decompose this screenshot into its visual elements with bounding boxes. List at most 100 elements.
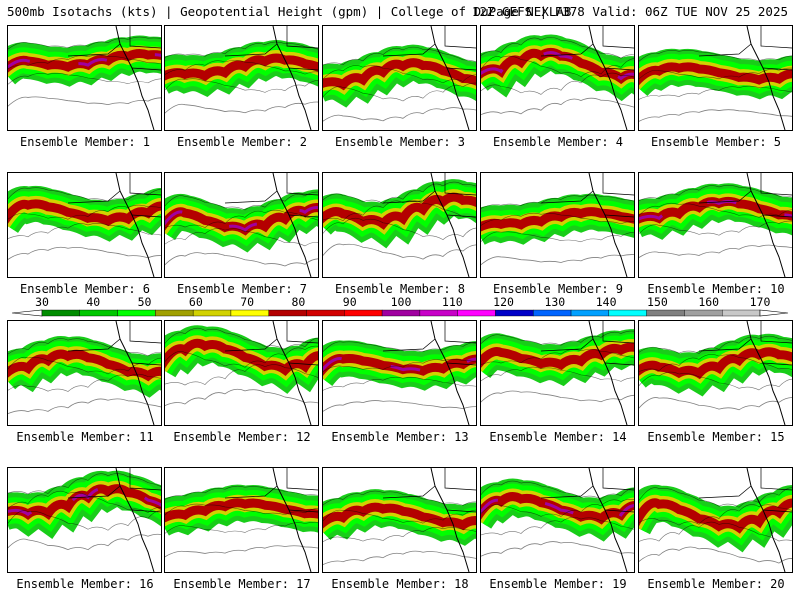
- political-borders: [382, 321, 476, 366]
- height-contour: [8, 204, 161, 220]
- height-contour: [639, 67, 792, 80]
- coastline: [272, 173, 312, 277]
- coastline: [430, 468, 470, 572]
- height-contour: [165, 101, 318, 114]
- political-borders: [224, 468, 318, 513]
- height-contour: [639, 49, 792, 62]
- height-contour: [165, 41, 318, 58]
- ensemble-map-6: [7, 172, 162, 278]
- height-contour: [639, 220, 792, 236]
- political-borders: [67, 321, 161, 366]
- map-drawing: [639, 468, 792, 572]
- colorbar-segment: [344, 309, 383, 317]
- member-label: Ensemble Member: 7: [176, 282, 308, 296]
- height-contour: [323, 400, 476, 412]
- member-label: Ensemble Member: 14: [489, 430, 627, 444]
- height-contour: [323, 65, 476, 84]
- colorbar-tick-label: 110: [441, 295, 463, 309]
- height-contour: [323, 527, 476, 543]
- political-borders: [698, 173, 792, 218]
- map-drawing: [323, 26, 476, 130]
- map-drawing: [165, 468, 318, 572]
- height-contour: [639, 85, 792, 100]
- map-drawing: [481, 26, 634, 130]
- map-drawing: [323, 173, 476, 277]
- height-contour: [323, 46, 476, 66]
- coastline: [115, 321, 155, 425]
- colorbar-segment: [192, 309, 232, 317]
- height-contour: [481, 516, 634, 536]
- political-borders: [382, 468, 476, 513]
- colorbar-segment: [155, 309, 194, 317]
- height-contour: [8, 338, 161, 357]
- height-contour: [323, 358, 476, 372]
- height-contour: [481, 366, 634, 382]
- colorbar-tick-label: 60: [188, 295, 203, 309]
- ensemble-map-10: [638, 172, 793, 278]
- political-borders: [224, 173, 318, 218]
- map-drawing: [481, 468, 634, 572]
- height-contour: [8, 246, 161, 260]
- member-label: Ensemble Member: 10: [647, 282, 785, 296]
- height-contour: [165, 252, 318, 267]
- colorbar-tick-label: 90: [342, 295, 357, 309]
- jet-core: [639, 347, 792, 380]
- height-contour: [8, 473, 161, 495]
- colorbar-segment: [41, 309, 80, 317]
- colorbar-tick-label: 50: [137, 295, 152, 309]
- ensemble-map-12: [164, 320, 319, 426]
- colorbar-left-arrow: [11, 309, 43, 317]
- member-label: Ensemble Member: 12: [173, 430, 311, 444]
- ensemble-map-7: [164, 172, 319, 278]
- colorbar-segment: [230, 309, 269, 317]
- colorbar-segment: [268, 309, 307, 317]
- map-drawing: [8, 173, 161, 277]
- political-borders: [540, 468, 634, 513]
- member-label: Ensemble Member: 5: [650, 135, 782, 149]
- height-contour: [323, 550, 476, 565]
- member-label: Ensemble Member: 2: [176, 135, 308, 149]
- height-contour: [639, 335, 792, 354]
- colorbar-tick-label: 70: [240, 295, 255, 309]
- colorbar-segment: [495, 309, 534, 317]
- colorbar-tick-label: 130: [544, 295, 566, 309]
- political-borders: [698, 321, 792, 366]
- colorbar-right-arrow: [759, 309, 789, 317]
- colorbar-segment: [570, 309, 610, 317]
- height-contour: [639, 371, 792, 391]
- colorbar-tick-label: 100: [390, 295, 412, 309]
- map-drawing: [639, 173, 792, 277]
- colorbar-tick-label: 30: [35, 295, 49, 309]
- coastline: [588, 26, 628, 130]
- height-contour: [481, 254, 634, 266]
- height-contour: [165, 327, 318, 350]
- ensemble-map-9: [480, 172, 635, 278]
- height-contour: [639, 354, 792, 372]
- jet-max: [165, 206, 318, 232]
- height-contour: [323, 243, 476, 260]
- ensemble-map-17: [164, 467, 319, 573]
- coastline: [115, 468, 155, 572]
- height-contour: [323, 217, 476, 240]
- map-drawing: [8, 26, 161, 130]
- coastline: [746, 321, 786, 425]
- jet-core: [165, 338, 318, 376]
- isotach-colorbar: 30 40 50 60 70 80 90 100 110 120 130 140 150 160 170: [0, 296, 800, 320]
- colorbar-tick-label: 40: [86, 295, 101, 309]
- height-contour: [639, 185, 792, 201]
- ensemble-map-5: [638, 25, 793, 131]
- colorbar-segment: [457, 309, 496, 317]
- coastline: [272, 468, 312, 572]
- colorbar-segment: [684, 309, 723, 317]
- ensemble-map-14: [480, 320, 635, 426]
- coastline: [115, 173, 155, 277]
- jet-core: [8, 199, 161, 227]
- member-label: Ensemble Member: 6: [19, 282, 151, 296]
- map-drawing: [639, 321, 792, 425]
- map-drawing: [481, 173, 634, 277]
- jet-core: [165, 498, 318, 523]
- coastline: [588, 321, 628, 425]
- map-drawing: [481, 321, 634, 425]
- height-contour: [481, 55, 634, 77]
